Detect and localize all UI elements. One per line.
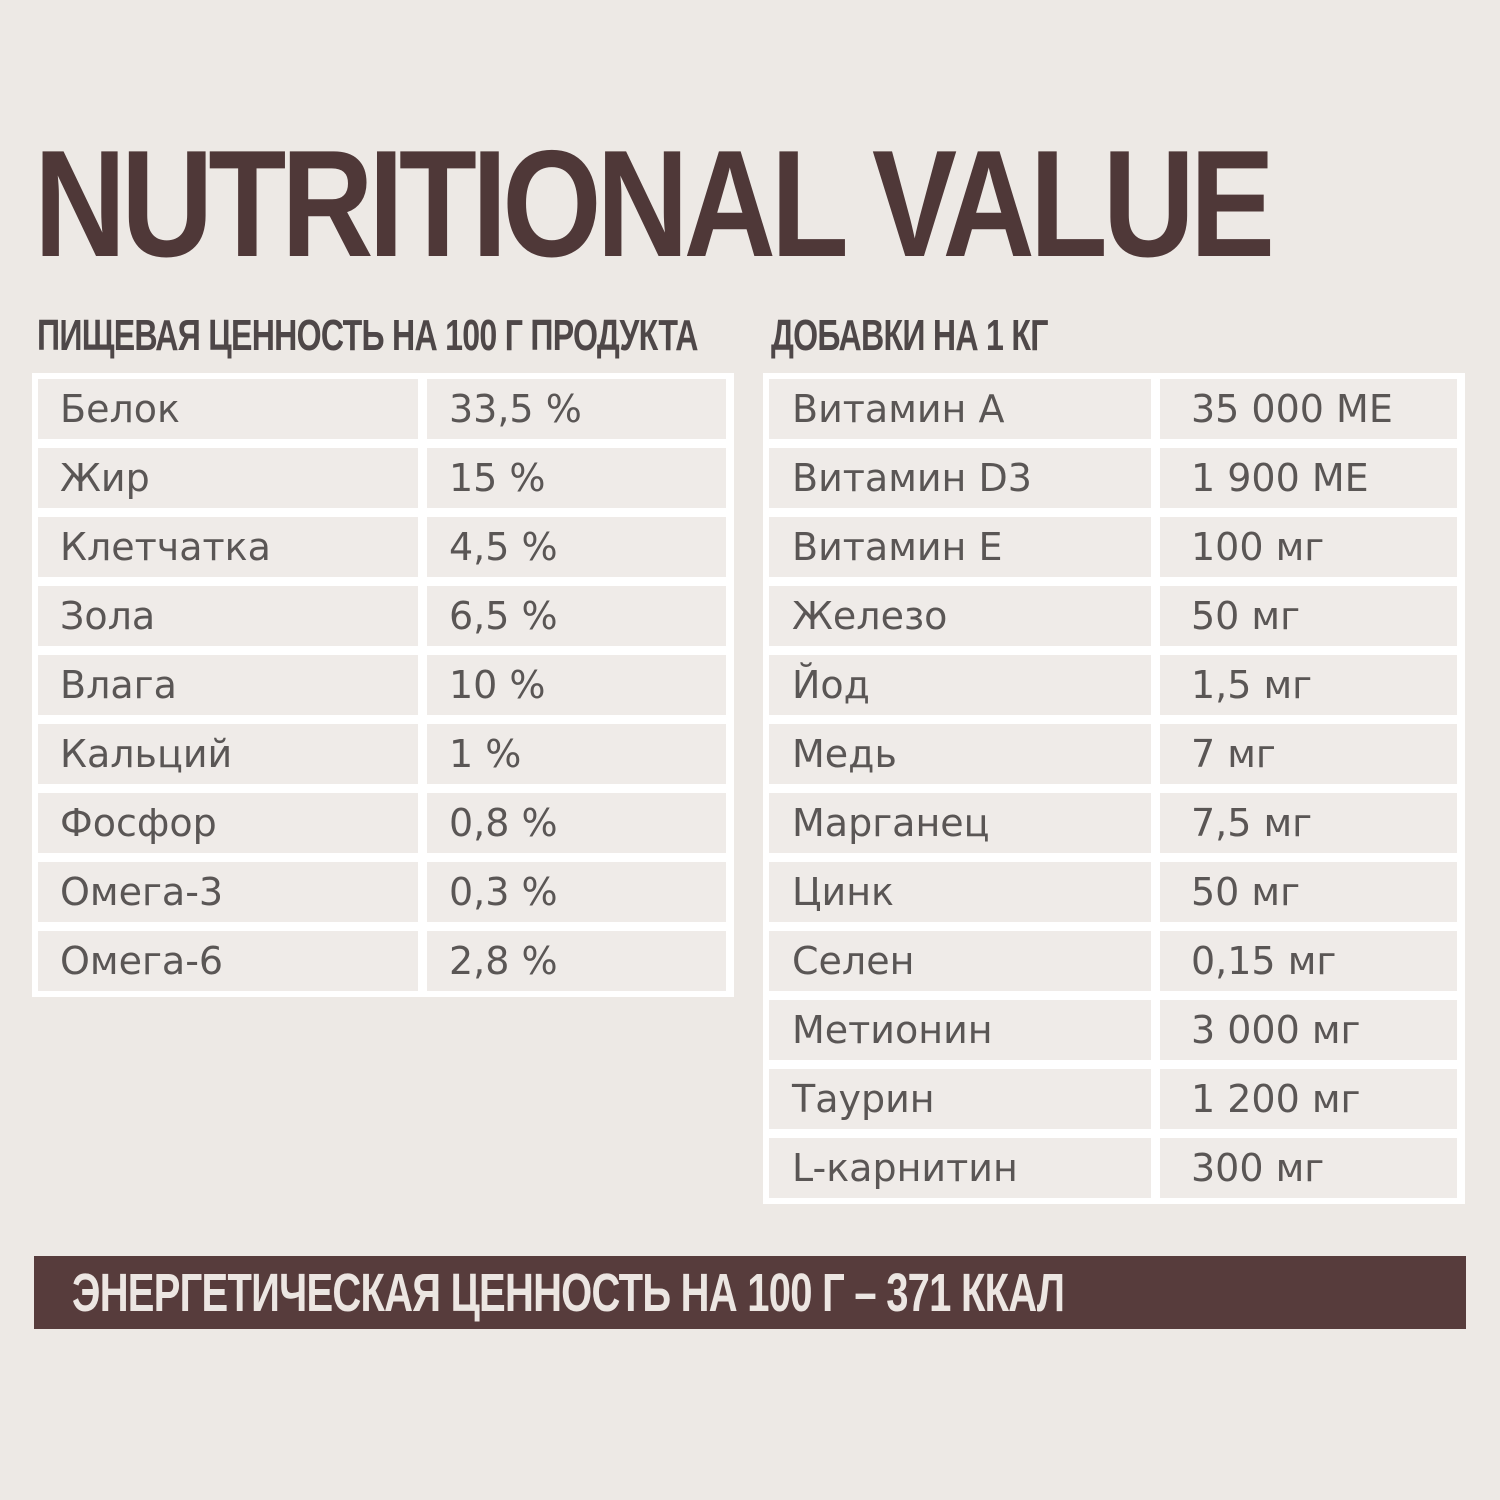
additive-value: 50 мг: [1160, 586, 1457, 646]
nutrient-value: 0,3 %: [427, 862, 726, 922]
table-row: Цинк 50 мг: [769, 862, 1457, 922]
additive-value: 35 000 МЕ: [1160, 379, 1457, 439]
additive-value: 1 900 МЕ: [1160, 448, 1457, 508]
additives-table: Витамин А 35 000 МЕ Витамин D3 1 900 МЕ Ви…: [763, 373, 1465, 1204]
nutrient-value: 0,8 %: [427, 793, 726, 853]
table-row: Влага 10 %: [38, 655, 726, 715]
table-row: Зола 6,5 %: [38, 586, 726, 646]
table-row: Кальций 1 %: [38, 724, 726, 784]
nutrient-value: 1 %: [427, 724, 726, 784]
additive-name: Медь: [769, 724, 1151, 784]
nutrient-value: 33,5 %: [427, 379, 726, 439]
energy-value-label: ЭНЕРГЕТИЧЕСКАЯ ЦЕННОСТЬ НА 100 Г – 371 К…: [72, 1262, 1065, 1323]
additive-name: Витамин Е: [769, 517, 1151, 577]
additive-name: Таурин: [769, 1069, 1151, 1129]
table-row: Таурин 1 200 мг: [769, 1069, 1457, 1129]
additives-heading: ДОБАВКИ НА 1 КГ: [771, 311, 1048, 360]
table-row: Витамин Е 100 мг: [769, 517, 1457, 577]
table-row: Селен 0,15 мг: [769, 931, 1457, 991]
nutrition-heading: ПИЩЕВАЯ ЦЕННОСТЬ НА 100 Г ПРОДУКТА: [37, 311, 698, 360]
additive-name: Селен: [769, 931, 1151, 991]
table-row: Фосфор 0,8 %: [38, 793, 726, 853]
additive-name: Метионин: [769, 1000, 1151, 1060]
nutrient-name: Жир: [38, 448, 418, 508]
nutrient-name: Кальций: [38, 724, 418, 784]
table-row: Йод 1,5 мг: [769, 655, 1457, 715]
additive-value: 1 200 мг: [1160, 1069, 1457, 1129]
nutrient-name: Фосфор: [38, 793, 418, 853]
table-row: Железо 50 мг: [769, 586, 1457, 646]
additive-name: Железо: [769, 586, 1151, 646]
table-row: L-карнитин 300 мг: [769, 1138, 1457, 1198]
table-row: Клетчатка 4,5 %: [38, 517, 726, 577]
page-title: NUTRITIONAL VALUE: [34, 119, 1275, 289]
nutrient-value: 4,5 %: [427, 517, 726, 577]
additive-name: Йод: [769, 655, 1151, 715]
additive-name: Марганец: [769, 793, 1151, 853]
nutrient-value: 15 %: [427, 448, 726, 508]
table-row: Белок 33,5 %: [38, 379, 726, 439]
nutrition-table: Белок 33,5 % Жир 15 % Клетчатка 4,5 % Зола 6…: [32, 373, 734, 997]
additive-value: 7 мг: [1160, 724, 1457, 784]
nutrient-value: 6,5 %: [427, 586, 726, 646]
table-row: Жир 15 %: [38, 448, 726, 508]
additive-name: Цинк: [769, 862, 1151, 922]
table-row: Витамин D3 1 900 МЕ: [769, 448, 1457, 508]
table-row: Медь 7 мг: [769, 724, 1457, 784]
table-row: Витамин А 35 000 МЕ: [769, 379, 1457, 439]
table-row: Омега-6 2,8 %: [38, 931, 726, 991]
nutrient-name: Зола: [38, 586, 418, 646]
additive-value: 0,15 мг: [1160, 931, 1457, 991]
nutrient-name: Белок: [38, 379, 418, 439]
additive-name: L-карнитин: [769, 1138, 1151, 1198]
additive-name: Витамин А: [769, 379, 1151, 439]
additive-value: 300 мг: [1160, 1138, 1457, 1198]
additive-value: 1,5 мг: [1160, 655, 1457, 715]
nutrient-value: 10 %: [427, 655, 726, 715]
table-row: Марганец 7,5 мг: [769, 793, 1457, 853]
energy-band: ЭНЕРГЕТИЧЕСКАЯ ЦЕННОСТЬ НА 100 Г – 371 К…: [34, 1256, 1466, 1329]
table-row: Метионин 3 000 мг: [769, 1000, 1457, 1060]
nutrient-name: Клетчатка: [38, 517, 418, 577]
nutrient-name: Омега-6: [38, 931, 418, 991]
additive-name: Витамин D3: [769, 448, 1151, 508]
additive-value: 50 мг: [1160, 862, 1457, 922]
additive-value: 100 мг: [1160, 517, 1457, 577]
nutrient-name: Влага: [38, 655, 418, 715]
nutrient-name: Омега-3: [38, 862, 418, 922]
table-row: Омега-3 0,3 %: [38, 862, 726, 922]
nutrient-value: 2,8 %: [427, 931, 726, 991]
additive-value: 7,5 мг: [1160, 793, 1457, 853]
additive-value: 3 000 мг: [1160, 1000, 1457, 1060]
